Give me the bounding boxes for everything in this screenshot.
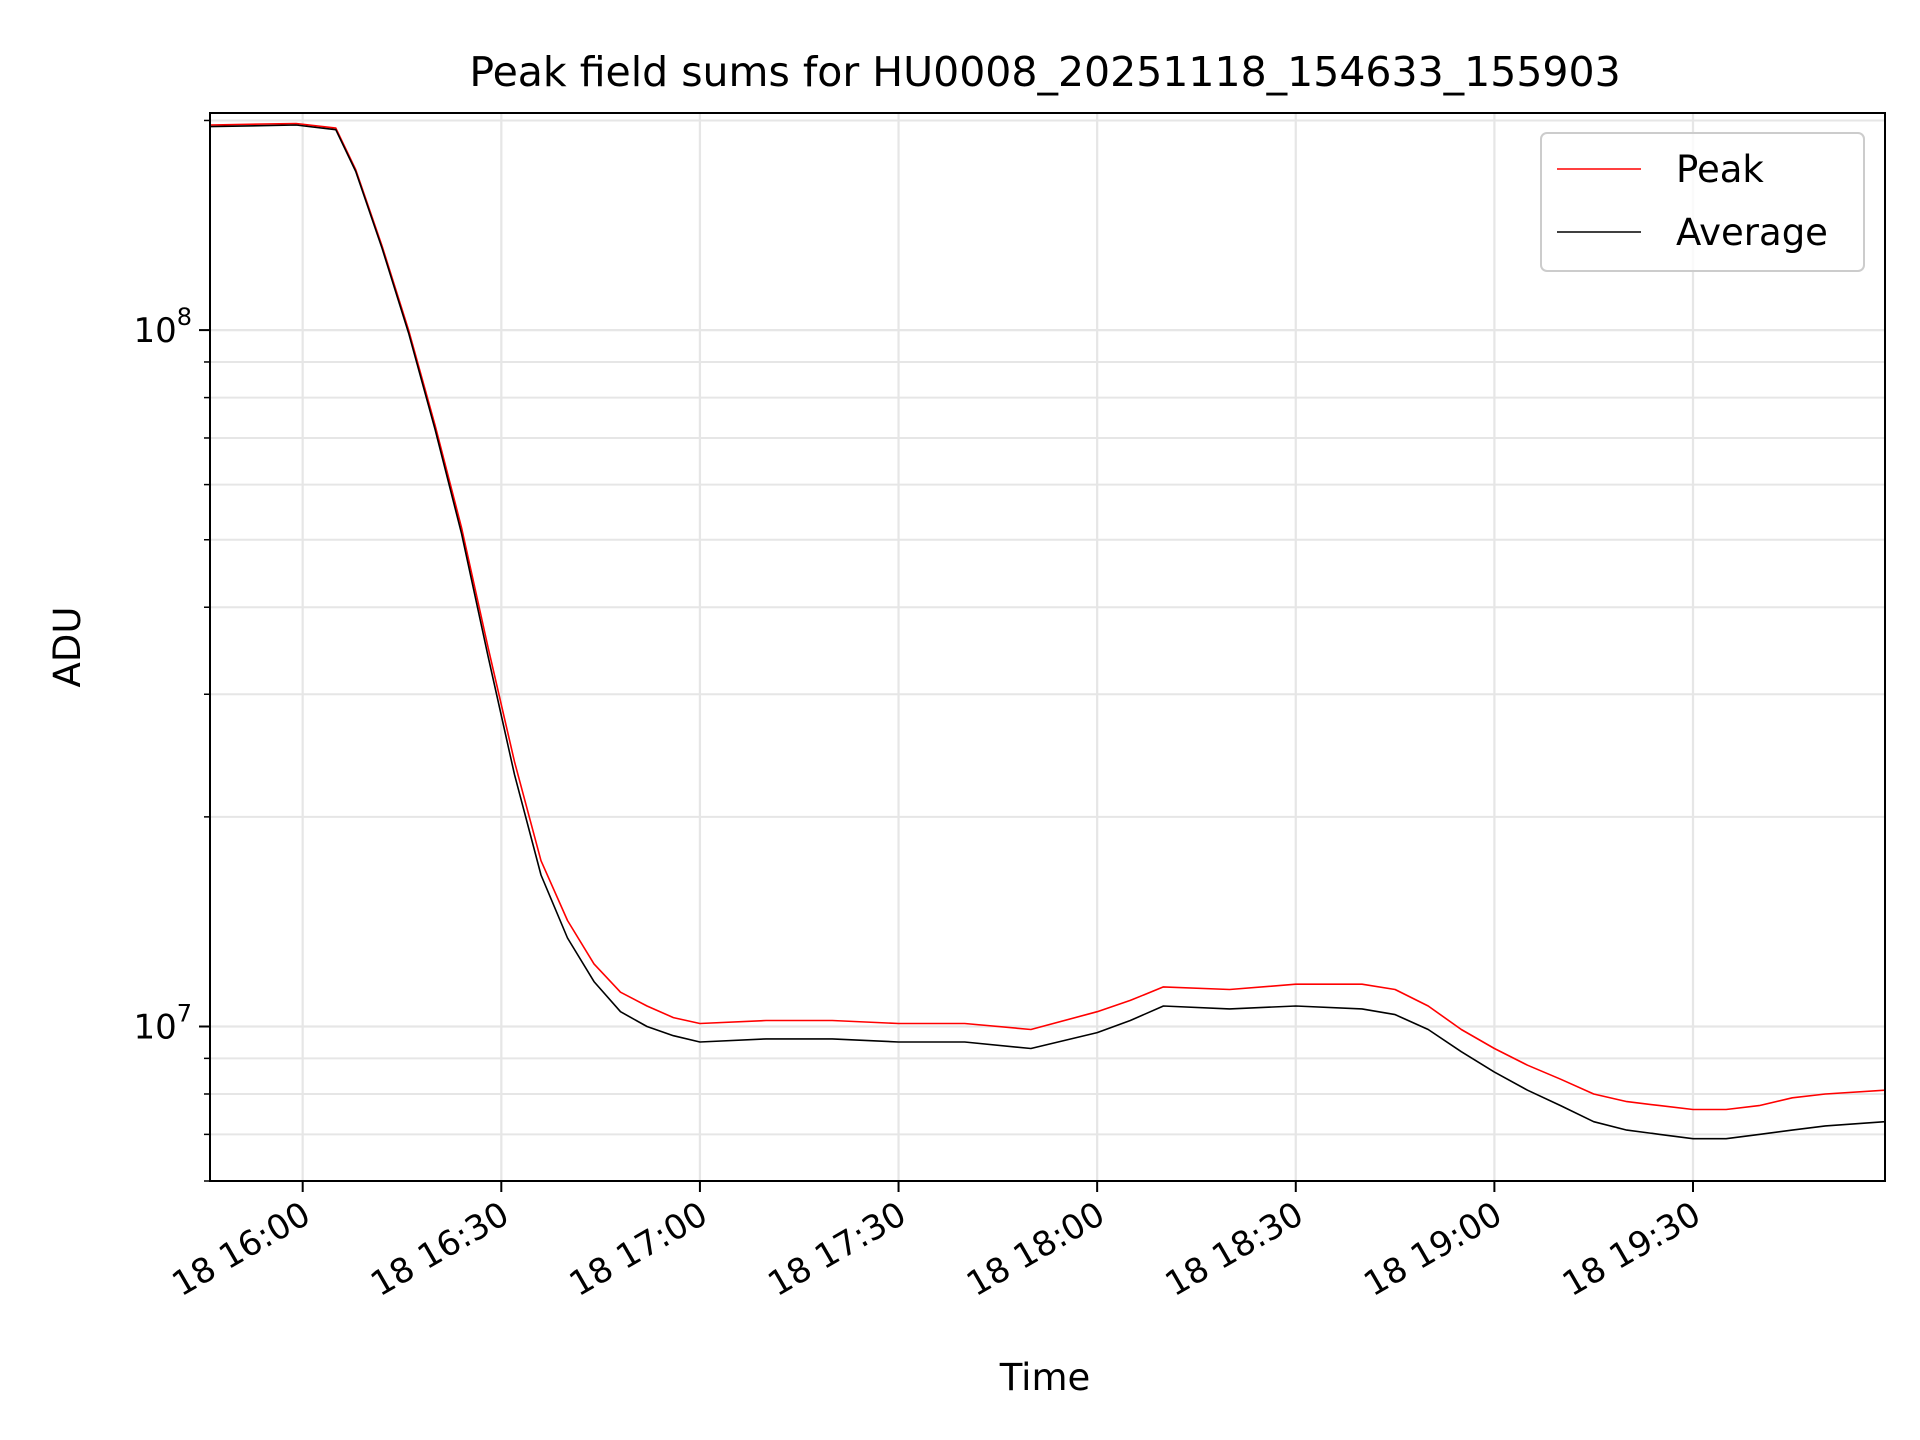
legend-label-peak: Peak — [1676, 148, 1764, 191]
y-tick-label: 108 — [133, 303, 192, 351]
y-axis: 107 108 — [133, 119, 210, 1182]
legend-label-average: Average — [1676, 211, 1828, 254]
plot-area — [210, 113, 1885, 1181]
series-line-average — [210, 124, 1885, 1140]
series-line-peak — [210, 122, 1885, 1111]
y-tick-label: 107 — [133, 1000, 192, 1048]
legend-box — [1540, 132, 1865, 272]
grid — [210, 113, 1885, 1182]
x-axis-label: Time — [999, 1356, 1091, 1399]
chart-title: Peak field sums for HU0008_20251118_1546… — [469, 48, 1620, 96]
series-layer — [210, 122, 1885, 1140]
legend: Peak Average — [1540, 132, 1865, 272]
plot-frame — [209, 112, 1886, 1182]
y-axis-label: ADU — [46, 607, 89, 688]
